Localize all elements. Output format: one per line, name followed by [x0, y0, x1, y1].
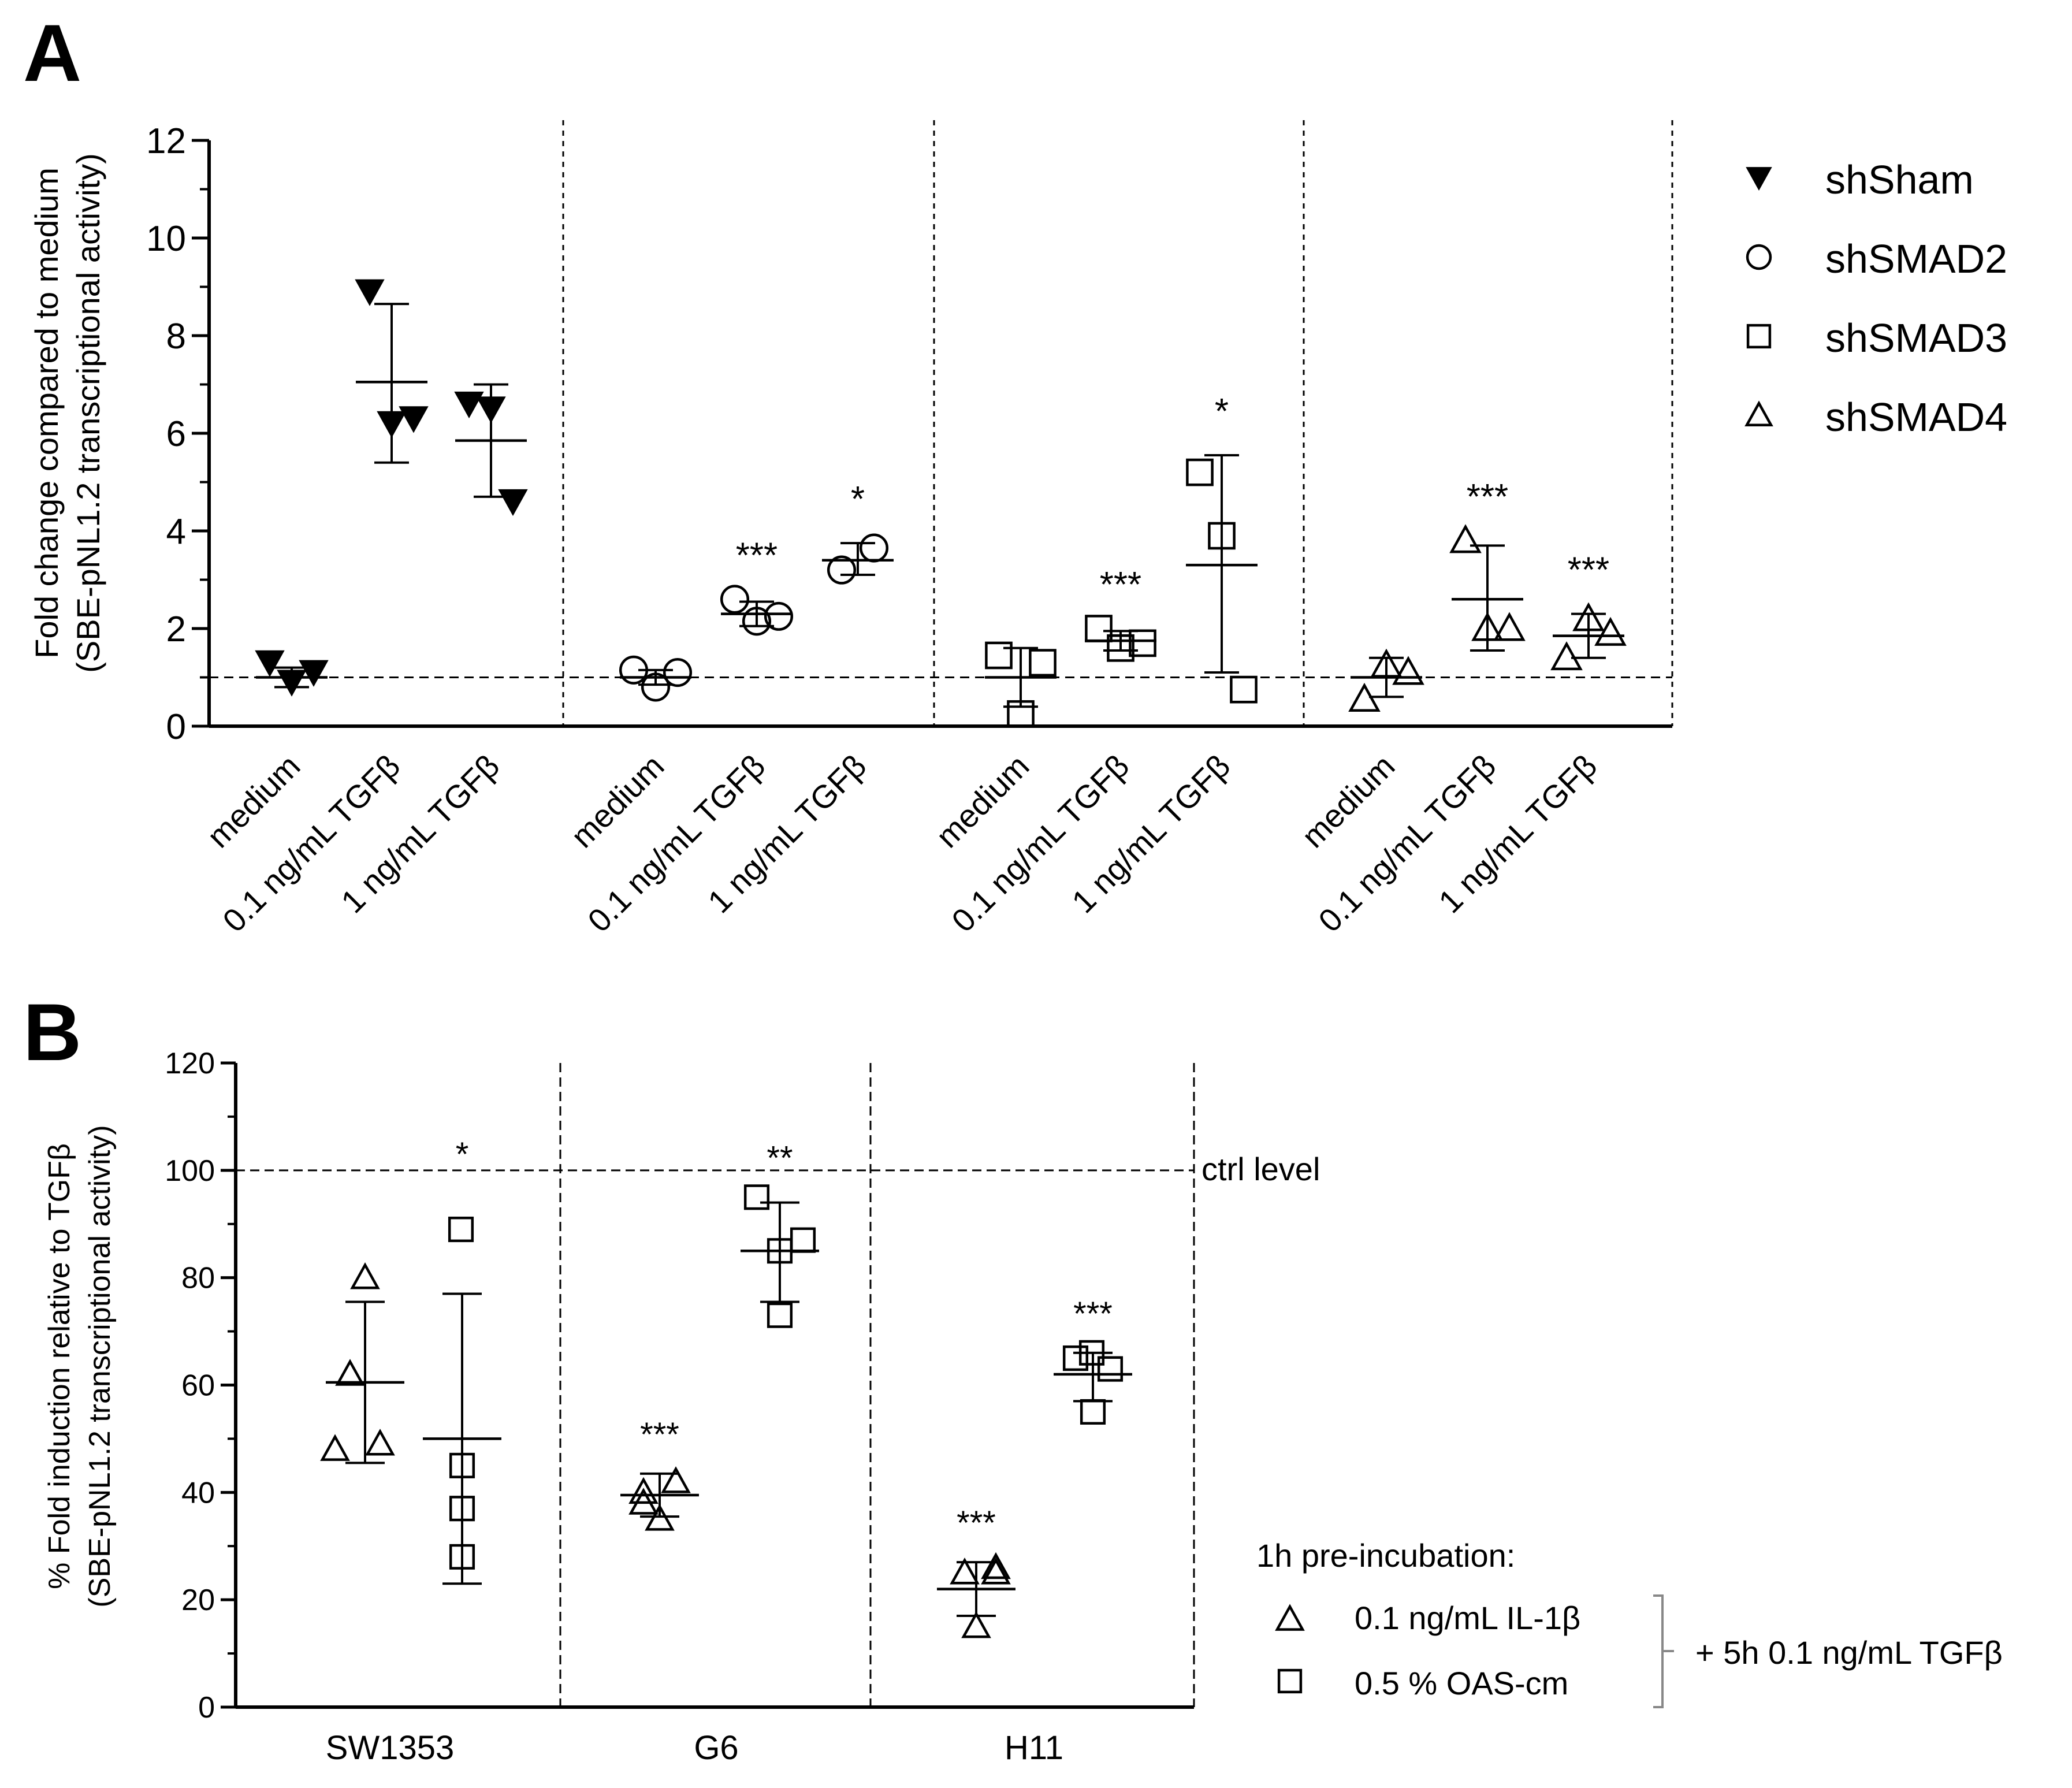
panel-a-significance: *	[851, 479, 865, 519]
panel-b-x-tick-label: G6	[694, 1729, 738, 1767]
panel-b-legend-label-oascm: 0.5 % OAS-cm	[1355, 1665, 1568, 1701]
panel-a-y-tick-label: 8	[166, 317, 186, 356]
panel-a-y-tick-label: 10	[146, 219, 186, 259]
panel-a-data-point	[1493, 612, 1526, 641]
panel-b-y-tick-label: 0	[198, 1691, 215, 1724]
panel-a-significance: ***	[1568, 551, 1609, 590]
panel-b-significance: ***	[957, 1504, 996, 1542]
panel-b-data-point	[448, 1216, 474, 1243]
panel-b-x-tick-label: SW1353	[326, 1729, 454, 1767]
panel-b-data-point	[645, 1504, 675, 1531]
panel-a-ylabel-line2: (SBE-pNL1.2 transcriptional activity)	[70, 153, 106, 672]
panel-b-data-point	[661, 1466, 691, 1493]
panel-b-data-point	[1097, 1356, 1124, 1382]
panel-a-ylabel-line1: Fold change compared to medium	[28, 168, 65, 659]
panel-a-data-point	[720, 585, 750, 614]
panel-a-legend-label: shSham	[1825, 157, 1974, 202]
panel-a-data-point	[985, 641, 1013, 670]
panel-a-legend-label: shSMAD2	[1825, 236, 2007, 281]
panel-a-data-point	[1186, 458, 1214, 486]
panel-b-reference-label: ctrl level	[1201, 1151, 1320, 1187]
panel-a-y-tick-label: 4	[166, 512, 186, 552]
panel-b-data-point	[320, 1434, 350, 1461]
panel-b-data-point	[743, 1184, 770, 1210]
panel-b-y-tick-label: 60	[181, 1369, 215, 1403]
panel-b-data-point	[981, 1552, 1011, 1579]
panel-b-data-point	[628, 1488, 659, 1515]
panel-a-data-point	[827, 555, 857, 585]
panel-b-x-tick-label: H11	[1005, 1729, 1063, 1767]
panel-a-data-point	[255, 650, 285, 678]
panel-a-data-point	[399, 406, 429, 433]
panel-b-significance: ***	[640, 1416, 679, 1454]
panel-a-data-point	[1029, 649, 1057, 677]
panel-a-data-point	[1392, 656, 1424, 685]
panel-b-y-tick-label: 20	[181, 1583, 215, 1617]
panel-a-y-tick-label: 6	[166, 414, 186, 454]
panel-b-letter: B	[23, 987, 81, 1077]
panel-a-legend-label: shSMAD4	[1825, 395, 2007, 440]
panel-b-chart: % Fold induction relative to TGFβ (SBE-p…	[43, 1047, 2003, 1767]
panel-a-data-point	[1129, 629, 1156, 657]
panel-a-data-point	[1449, 524, 1482, 553]
panel-b-legend-bracket	[1653, 1594, 1674, 1708]
panel-b-significance: **	[767, 1139, 793, 1177]
panel-b-significance: *	[456, 1136, 469, 1173]
panel-b-data-point	[365, 1429, 395, 1456]
panel-b-data-point	[950, 1557, 980, 1585]
panel-a-legend-marker	[1746, 244, 1772, 270]
panel-b-data-point	[981, 1557, 1011, 1585]
panel-a-data-point	[764, 601, 794, 631]
panel-b-y-tick-label: 80	[181, 1262, 215, 1295]
panel-b-legend-marker-triangle	[1275, 1604, 1305, 1631]
panel-a-letter: A	[23, 8, 81, 98]
panel-b-data-point	[1062, 1345, 1089, 1371]
panel-b-data-point	[961, 1611, 991, 1638]
panel-a-data-point	[454, 391, 484, 419]
panel-b-data-point	[628, 1477, 659, 1504]
panel-b-y-tick-label: 40	[181, 1476, 215, 1510]
panel-b-legend-title: 1h pre-incubation:	[1256, 1537, 1515, 1574]
panel-b-data-point	[335, 1359, 365, 1386]
panel-b-legend: 1h pre-incubation: 0.1 ng/mL IL-1β 0.5 %…	[1201, 1151, 2003, 1708]
panel-a-legend-marker	[1746, 324, 1772, 349]
panel-b-y-tick-label: 120	[165, 1047, 215, 1080]
panel-a-y-tick-label: 2	[166, 609, 186, 649]
panel-a-data-point	[1230, 675, 1258, 704]
panel-a-data-point	[355, 279, 385, 306]
panel-a-data-point	[663, 658, 693, 687]
panel-a-data-point	[1550, 641, 1583, 671]
panel-b-ylabel-line1: % Fold induction relative to TGFβ	[43, 1143, 76, 1589]
panel-a-y-tick-label: 0	[166, 707, 186, 747]
panel-b-data-point	[350, 1262, 380, 1289]
panel-a-legend: shSham shSMAD2 shSMAD3 shSMAD4	[1744, 157, 2007, 440]
panel-a-data-point	[1594, 616, 1627, 646]
panel-a-legend-marker	[1744, 400, 1773, 427]
panel-a-significance: ***	[1100, 565, 1141, 605]
panel-b-ylabel-line2: (SBE-pNL1.2 transcriptional activity)	[83, 1125, 117, 1607]
panel-b-legend-bracket-label: + 5h 0.1 ng/mL TGFβ	[1695, 1634, 2003, 1671]
panel-a-legend-label: shSMAD3	[1825, 315, 2007, 360]
panel-b-legend-marker-square	[1277, 1668, 1303, 1694]
panel-a-significance: ***	[1467, 477, 1508, 517]
panel-a-significance: ***	[736, 536, 778, 575]
panel-b-data-point	[767, 1302, 793, 1328]
panel-b-y-tick-label: 100	[165, 1154, 215, 1188]
panel-a-legend-marker	[1746, 167, 1772, 191]
panel-a-significance: *	[1215, 392, 1229, 432]
panel-b-legend-label-il1b: 0.1 ng/mL IL-1β	[1355, 1600, 1580, 1636]
panel-b-significance: ***	[1073, 1295, 1113, 1333]
panel-a-y-tick-label: 12	[146, 121, 186, 161]
